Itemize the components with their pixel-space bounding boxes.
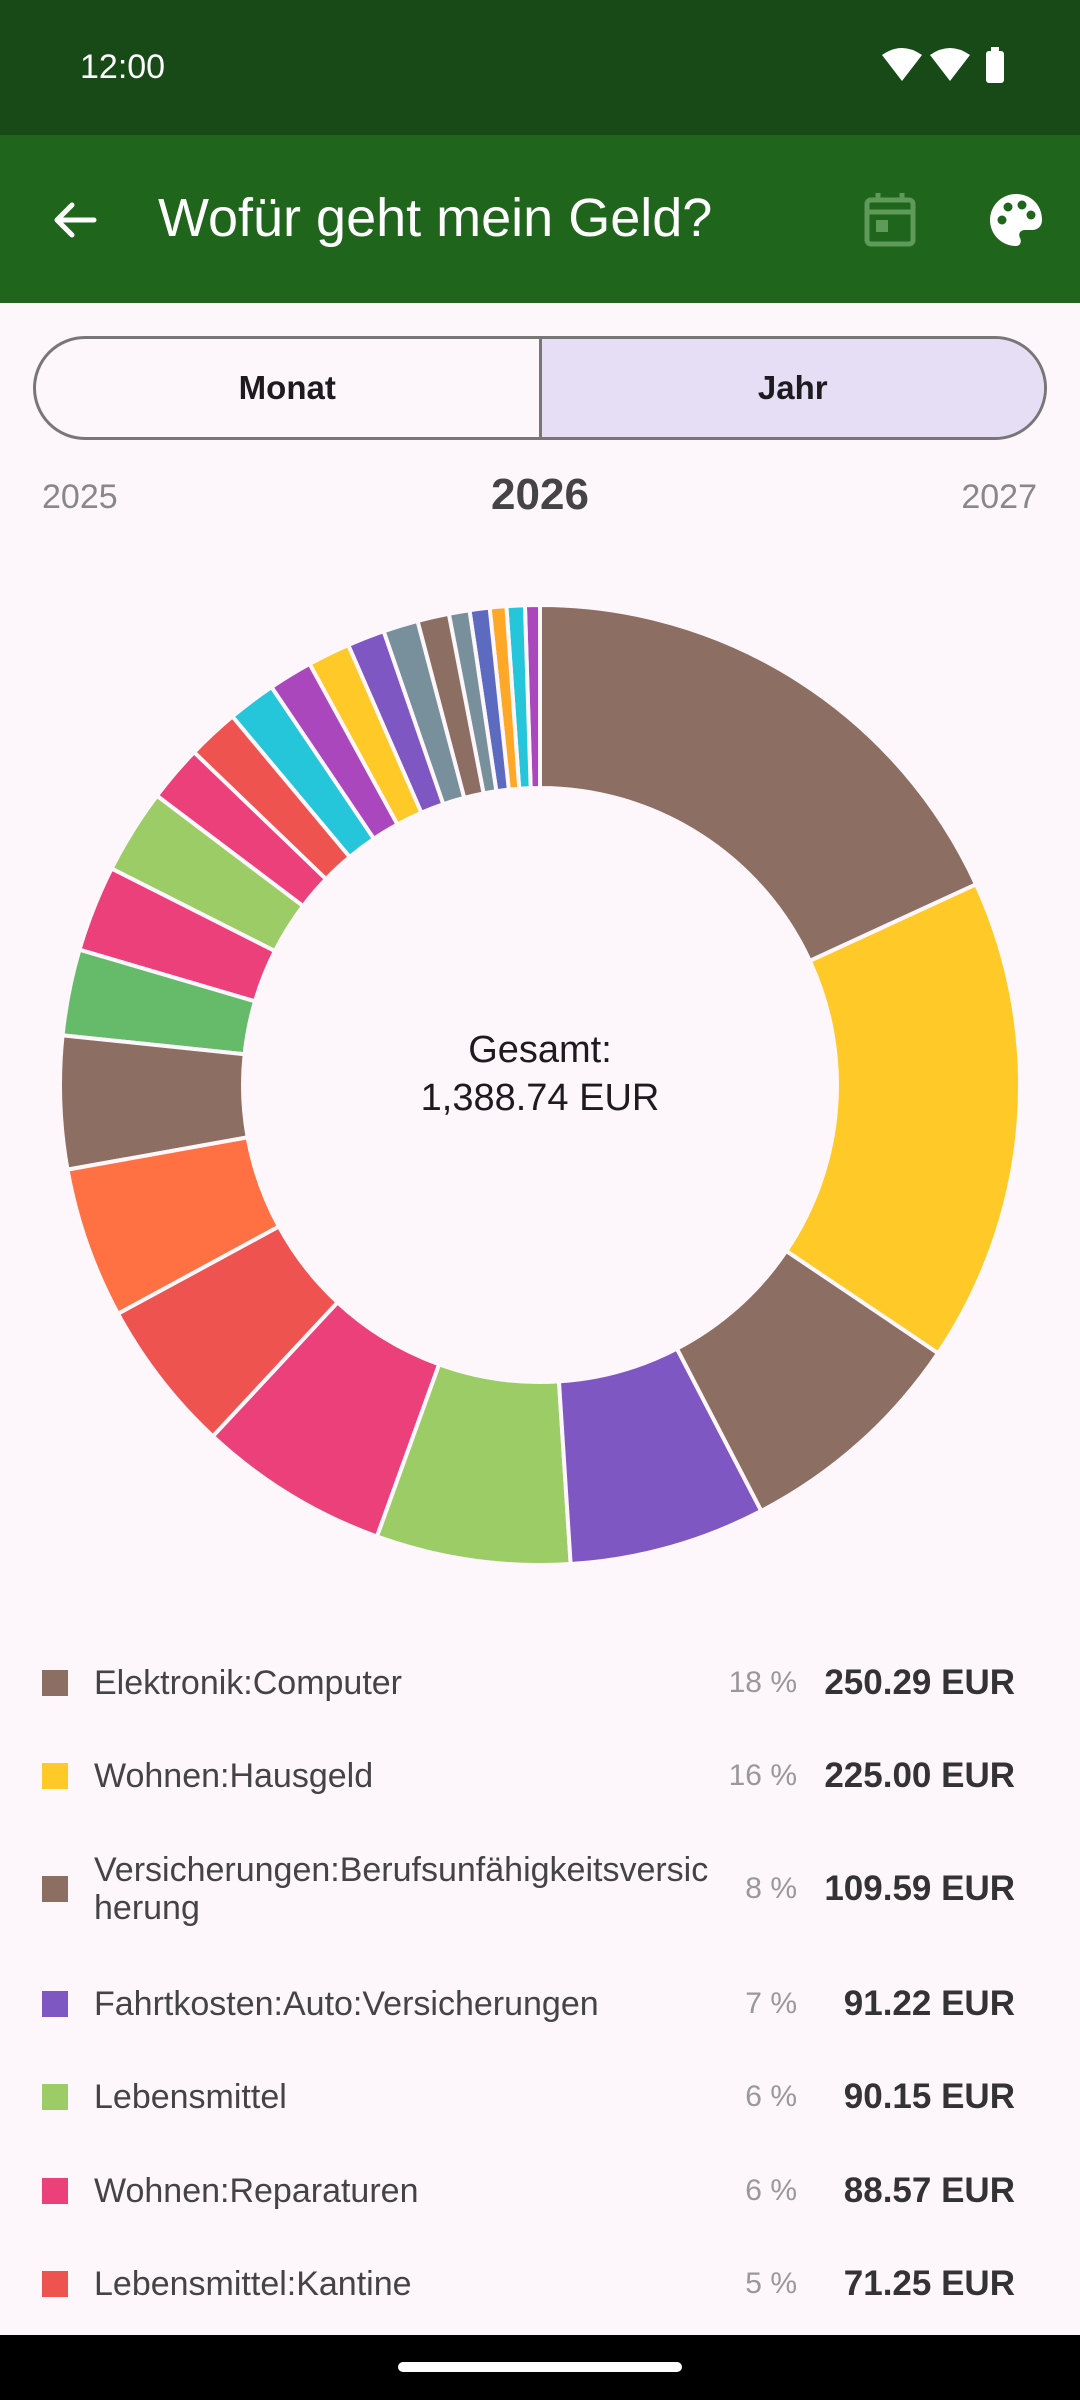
legend-swatch bbox=[42, 2084, 68, 2110]
donut-slice bbox=[556, 1345, 764, 1567]
legend-row[interactable]: Wohnen:Hausgeld 16 % 225.00 EUR bbox=[0, 1756, 1080, 1796]
legend-row[interactable]: Wohnen:Reparaturen 6 % 88.57 EUR bbox=[0, 2171, 1080, 2211]
donut-slice bbox=[108, 792, 306, 954]
home-handle[interactable] bbox=[398, 2362, 682, 2372]
donut-slice bbox=[76, 865, 278, 1004]
category-amount: 71.25 EUR bbox=[843, 2264, 1015, 2303]
category-name: Lebensmittel:Kantine bbox=[94, 2265, 412, 2303]
legend-row[interactable]: Lebensmittel 6 % 90.15 EUR bbox=[0, 2077, 1080, 2117]
donut-slice bbox=[154, 749, 329, 909]
legend-row[interactable]: Versicherungen:Berufsunfähigkeitsversich… bbox=[0, 1851, 1080, 1927]
category-name: Wohnen:Reparaturen bbox=[94, 2172, 419, 2210]
donut-chart: Gesamt: 1,388.74 EUR bbox=[58, 602, 1022, 1567]
category-percent: 5 % bbox=[745, 2267, 797, 2300]
category-amount: 91.22 EUR bbox=[843, 1984, 1015, 2023]
screen-title: Wofür geht mein Geld? bbox=[158, 188, 713, 248]
category-amount: 90.15 EUR bbox=[843, 2077, 1015, 2116]
category-name: Fahrtkosten:Auto:Versicherungen bbox=[94, 1985, 599, 2023]
category-percent: 7 % bbox=[745, 1987, 797, 2020]
legend-swatch bbox=[42, 2271, 68, 2297]
category-name: Versicherungen:Berufsunfähigkeitsversich… bbox=[94, 1851, 709, 1927]
donut-slice bbox=[210, 1299, 442, 1540]
legend-swatch bbox=[42, 2178, 68, 2204]
tab-year[interactable]: Jahr bbox=[538, 339, 1044, 437]
category-name: Elektronik:Computer bbox=[94, 1664, 403, 1702]
app-bar: Wofür geht mein Geld? bbox=[0, 135, 1080, 303]
category-percent: 6 % bbox=[745, 2080, 797, 2113]
donut-slice bbox=[65, 1135, 282, 1317]
category-amount: 225.00 EUR bbox=[824, 1756, 1015, 1795]
next-year[interactable]: 2027 bbox=[961, 478, 1037, 516]
legend-row[interactable]: Fahrtkosten:Auto:Versicherungen 7 % 91.22 … bbox=[0, 1984, 1080, 2024]
donut-slice bbox=[115, 1223, 341, 1440]
theme-button[interactable] bbox=[988, 192, 1044, 248]
tab-month[interactable]: Monat bbox=[238, 369, 336, 406]
category-amount: 250.29 EUR bbox=[824, 1663, 1015, 1702]
legend-swatch bbox=[42, 1991, 68, 2017]
category-amount: 88.57 EUR bbox=[843, 2171, 1015, 2210]
previous-year[interactable]: 2025 bbox=[42, 478, 118, 516]
donut-slice bbox=[783, 881, 1022, 1356]
calendar-button[interactable] bbox=[862, 190, 918, 250]
donut-slice bbox=[674, 1248, 941, 1514]
category-percent: 18 % bbox=[728, 1666, 797, 1699]
category-name: Wohnen:Hausgeld bbox=[94, 1757, 374, 1795]
navigation-bar bbox=[0, 2335, 1080, 2400]
category-percent: 6 % bbox=[745, 2174, 797, 2207]
category-name: Lebensmittel bbox=[94, 2078, 287, 2116]
status-bar: 12:00 bbox=[0, 0, 1080, 135]
donut-slice bbox=[538, 602, 979, 964]
category-percent: 16 % bbox=[728, 1759, 797, 1792]
legend-swatch bbox=[42, 1670, 68, 1696]
donut-slice bbox=[60, 947, 258, 1057]
donut-slice bbox=[306, 642, 424, 828]
donut-slice bbox=[229, 684, 377, 860]
category-amount: 109.59 EUR bbox=[824, 1869, 1015, 1908]
status-icons bbox=[882, 47, 1004, 83]
donut-slice bbox=[268, 661, 401, 842]
donut-slice bbox=[374, 1361, 573, 1567]
center-label: Gesamt: bbox=[468, 1029, 612, 1071]
legend-row[interactable]: Elektronik:Computer 18 % 250.29 EUR bbox=[0, 1663, 1080, 1703]
period-toggle: Monat Jahr bbox=[33, 336, 1047, 440]
donut-slice bbox=[191, 713, 353, 882]
total-amount: 1,388.74 EUR bbox=[421, 1077, 660, 1119]
back-button[interactable] bbox=[50, 195, 100, 245]
clock: 12:00 bbox=[80, 48, 166, 86]
legend-row[interactable]: Lebensmittel:Kantine 5 % 71.25 EUR bbox=[0, 2264, 1080, 2304]
legend-swatch bbox=[42, 1763, 68, 1789]
donut-slice bbox=[58, 1033, 250, 1172]
legend-swatch bbox=[42, 1876, 68, 1902]
category-percent: 8 % bbox=[745, 1872, 797, 1905]
current-year: 2026 bbox=[491, 470, 589, 519]
